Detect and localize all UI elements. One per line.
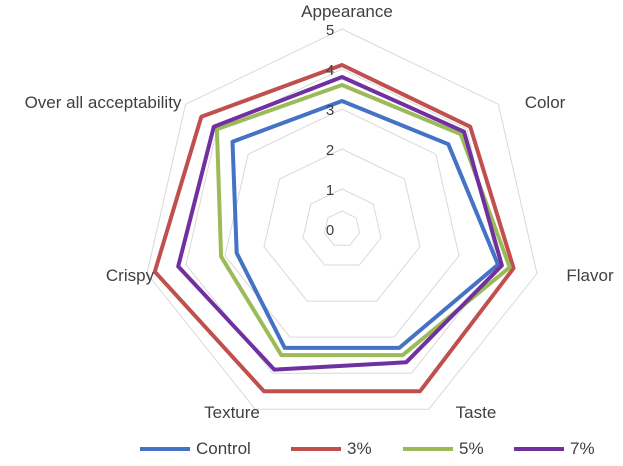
tick-label-4: 4 [326, 62, 334, 79]
grid-ring-1 [302, 188, 382, 266]
grid-ring-3 [224, 108, 460, 338]
axis-labels: Appearance Color Flavor Taste Texture Crispy O… [25, 2, 614, 422]
tick-label-3: 3 [326, 102, 334, 119]
grid-ring-0 [323, 210, 361, 246]
axis-label-1: Color [525, 93, 566, 112]
grid-ring-5 [146, 28, 538, 410]
legend-label-1: 3% [347, 439, 372, 458]
axis-label-5: Crispy [106, 266, 155, 285]
series-layer [152, 63, 516, 394]
legend-label-3: 7% [570, 439, 595, 458]
tick-label-1: 1 [326, 182, 334, 199]
grid-ring-4 [185, 68, 499, 374]
tick-labels: 0 1 2 3 4 5 [326, 22, 334, 239]
grid-layer [146, 28, 538, 410]
legend-label-2: 5% [459, 439, 484, 458]
axis-label-3: Taste [456, 403, 497, 422]
legend-label-0: Control [196, 439, 251, 458]
axis-label-4: Texture [204, 403, 260, 422]
tick-label-2: 2 [326, 142, 334, 159]
axis-label-0: Appearance [301, 2, 393, 21]
series-line-1 [152, 63, 516, 394]
tick-label-0: 0 [326, 222, 334, 239]
legend: Control 3% 5% 7% [140, 439, 595, 458]
axis-label-2: Flavor [566, 266, 614, 285]
series-line-0 [230, 99, 500, 350]
grid-ring-2 [263, 148, 421, 302]
axis-label-6: Over all acceptability [25, 93, 182, 112]
series-line-3 [176, 75, 504, 372]
tick-label-5: 5 [326, 22, 334, 39]
